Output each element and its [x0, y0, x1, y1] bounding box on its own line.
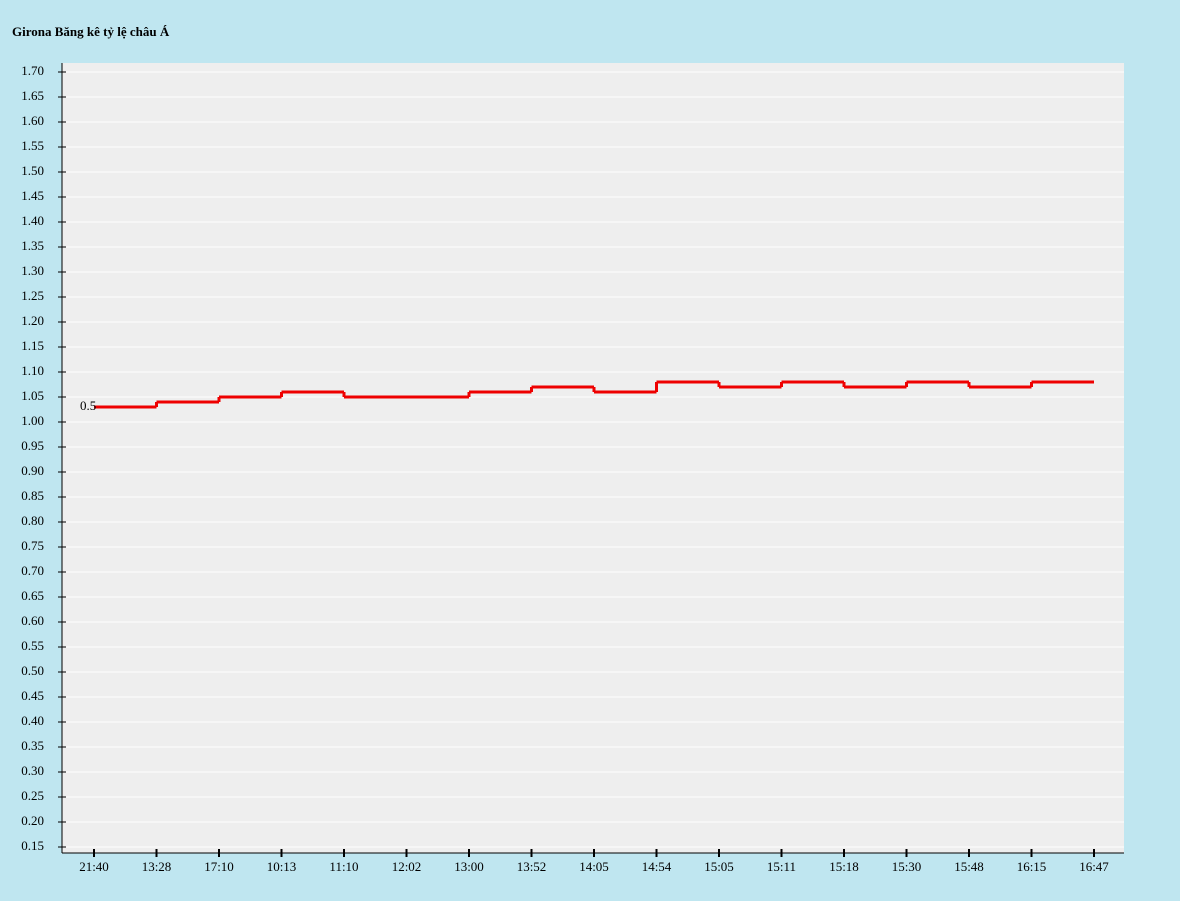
y-tick-label: 0.50 — [21, 663, 44, 678]
plot-area — [62, 63, 1124, 853]
y-tick-label: 0.20 — [21, 813, 44, 828]
y-tick-label: 1.40 — [21, 213, 44, 228]
x-tick-label: 15:11 — [767, 859, 796, 874]
y-tick-label: 0.30 — [21, 763, 44, 778]
chart-title: Girona Băng kê tỷ lệ châu Á — [12, 24, 170, 39]
x-tick-label: 15:05 — [704, 859, 734, 874]
y-tick-label: 1.00 — [21, 413, 44, 428]
y-tick-label: 1.45 — [21, 188, 44, 203]
x-tick-label: 13:00 — [454, 859, 484, 874]
x-tick-label: 14:05 — [579, 859, 609, 874]
x-tick-label: 13:52 — [517, 859, 547, 874]
x-tick-label: 14:54 — [642, 859, 672, 874]
y-tick-label: 1.30 — [21, 263, 44, 278]
y-tick-label: 0.85 — [21, 488, 44, 503]
y-tick-label: 1.50 — [21, 163, 44, 178]
y-tick-label: 0.75 — [21, 538, 44, 553]
x-tick-label: 15:48 — [954, 859, 984, 874]
y-tick-label: 0.90 — [21, 463, 44, 478]
y-tick-label: 0.60 — [21, 613, 44, 628]
x-tick-label: 15:30 — [892, 859, 922, 874]
x-tick-label: 11:10 — [329, 859, 358, 874]
x-tick-label: 16:47 — [1079, 859, 1109, 874]
y-tick-label: 0.55 — [21, 638, 44, 653]
y-tick-label: 1.70 — [21, 63, 44, 78]
y-tick-label: 1.55 — [21, 138, 44, 153]
y-tick-label: 0.25 — [21, 788, 44, 803]
x-tick-label: 12:02 — [392, 859, 422, 874]
x-tick-label: 16:15 — [1017, 859, 1047, 874]
y-tick-label: 1.10 — [21, 363, 44, 378]
y-tick-label: 1.65 — [21, 88, 44, 103]
y-tick-label: 0.40 — [21, 713, 44, 728]
y-tick-label: 1.60 — [21, 113, 44, 128]
y-tick-label: 0.70 — [21, 563, 44, 578]
x-tick-label: 17:10 — [204, 859, 234, 874]
y-tick-label: 1.20 — [21, 313, 44, 328]
y-tick-label: 0.95 — [21, 438, 44, 453]
annotation: 0.5 — [80, 398, 96, 413]
y-tick-label: 0.65 — [21, 588, 44, 603]
x-tick-label: 15:18 — [829, 859, 859, 874]
y-tick-label: 0.45 — [21, 688, 44, 703]
x-tick-label: 21:40 — [79, 859, 109, 874]
x-tick-label: 13:28 — [142, 859, 172, 874]
x-tick-label: 10:13 — [267, 859, 297, 874]
y-tick-label: 1.05 — [21, 388, 44, 403]
y-tick-label: 0.35 — [21, 738, 44, 753]
y-tick-label: 1.25 — [21, 288, 44, 303]
y-tick-label: 1.35 — [21, 238, 44, 253]
y-tick-label: 0.15 — [21, 838, 44, 853]
y-tick-label: 1.15 — [21, 338, 44, 353]
y-tick-label: 0.80 — [21, 513, 44, 528]
